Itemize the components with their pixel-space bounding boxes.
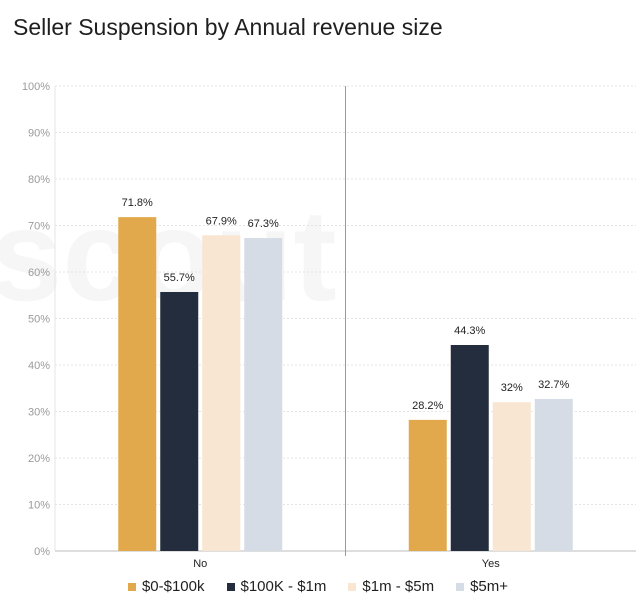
x-tick-label: Yes	[482, 558, 500, 570]
bar	[408, 419, 447, 551]
legend: $0-$100k $100K - $1m $1m - $5m $5m+	[0, 578, 636, 595]
y-tick-label: 80%	[28, 174, 50, 186]
y-tick-label: 90%	[28, 128, 50, 140]
y-tick-label: 40%	[28, 360, 50, 372]
y-tick-label: 20%	[28, 453, 50, 465]
y-tick-label: 60%	[28, 267, 50, 279]
legend-label: $5m+	[470, 578, 509, 595]
y-tick-label: 10%	[28, 500, 50, 512]
data-label: 44.3%	[454, 325, 485, 337]
bar	[118, 217, 157, 551]
y-tick-label: 100%	[22, 81, 50, 93]
bar	[534, 398, 573, 551]
data-label: 32.7%	[538, 379, 569, 391]
legend-item: $100K - $1m	[226, 578, 327, 595]
legend-label: $100K - $1m	[240, 578, 327, 595]
bar	[492, 402, 531, 551]
legend-item: $0-$100k	[127, 578, 205, 595]
bar-chart: scout 0%10%20%30%40%50%60%70%80%90%100% …	[21, 81, 636, 570]
bar	[450, 345, 489, 551]
y-tick-label: 50%	[28, 314, 50, 326]
x-axis-ticks: No Yes	[193, 558, 500, 570]
legend-item: $1m - $5m	[348, 578, 434, 595]
y-tick-label: 30%	[28, 407, 50, 419]
data-label: 55.7%	[164, 272, 195, 284]
bar	[244, 238, 283, 551]
legend-label: $1m - $5m	[362, 578, 435, 595]
data-label: 28.2%	[412, 400, 443, 412]
bar	[160, 291, 199, 551]
data-label: 71.8%	[122, 197, 153, 209]
x-tick-label: No	[193, 558, 207, 570]
legend-swatch	[127, 582, 136, 591]
data-labels: 71.8% 55.7% 67.9% 67.3% 28.2% 44.3% 32% 32.7%	[122, 197, 570, 412]
legend-swatch	[226, 582, 235, 591]
y-axis-ticks: 0% 10% 20% 30% 40% 50% 60% 70% 80% 90% 100%	[22, 81, 50, 558]
data-label: 32%	[501, 382, 523, 394]
legend-swatch	[456, 582, 465, 591]
data-label: 67.9%	[206, 215, 237, 227]
legend-item: $5m+	[456, 578, 508, 595]
y-tick-label: 0%	[34, 546, 50, 558]
chart-title: Seller Suspension by Annual revenue size	[13, 14, 443, 40]
bar	[202, 235, 241, 551]
legend-label: $0-$100k	[141, 578, 205, 595]
data-label: 67.3%	[248, 218, 279, 230]
legend-swatch	[348, 582, 357, 591]
y-tick-label: 70%	[28, 221, 50, 233]
bars	[118, 217, 573, 551]
